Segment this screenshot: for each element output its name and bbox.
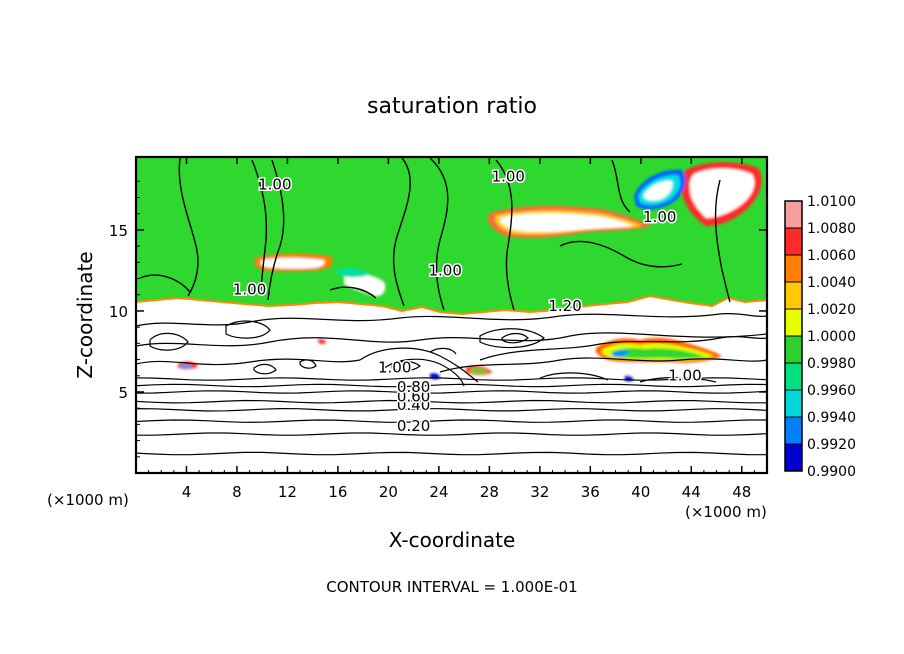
colorbar-swatch <box>785 255 802 282</box>
x-tick-label: 32 <box>530 483 549 501</box>
cloud-layer-fill <box>136 157 767 314</box>
colorbar-label: 0.9900 <box>807 464 856 480</box>
cloud-patches <box>178 162 762 382</box>
contour-interval-note: CONTOUR INTERVAL = 1.000E-01 <box>326 578 577 596</box>
contour-label: 1.00 <box>492 167 525 185</box>
horizontal-contour-line <box>135 377 768 381</box>
colorbar-swatch <box>785 228 802 255</box>
colorbar-label: 1.0080 <box>807 221 856 237</box>
contour-labels: 0.200.400.600.801.001.201.001.001.00 1.00… <box>231 166 703 437</box>
colorbar-swatch <box>785 444 802 471</box>
cloud-contours <box>139 157 731 311</box>
contour-label: 1.00 <box>668 367 701 385</box>
colorbar-label: 1.0060 <box>807 248 856 264</box>
x-tick-label: 20 <box>379 483 398 501</box>
x-tick-label: 44 <box>682 483 701 501</box>
chart-title: saturation ratio <box>367 94 537 119</box>
contour-label: 1.20 <box>548 297 581 315</box>
horizontal-contour-line <box>135 383 768 388</box>
contour-label: 0.20 <box>397 417 430 435</box>
horizontal-contours <box>135 377 768 456</box>
colorbar-label: 1.0040 <box>807 275 856 291</box>
contour-label: 1.00 <box>378 359 411 377</box>
colorbar-label: 0.9940 <box>807 410 856 426</box>
colorbar-label: 1.0100 <box>807 194 856 210</box>
lower-contours <box>135 312 768 387</box>
colorbar-swatch <box>785 336 802 363</box>
x-tick-label: 8 <box>232 483 242 501</box>
colorbar-label: 0.9960 <box>807 383 856 399</box>
horizontal-contour-line <box>135 432 768 436</box>
horizontal-contour-line <box>135 390 768 394</box>
plot-area: 0.200.400.600.801.001.201.001.001.00 1.00… <box>134 155 769 475</box>
colorbar-label: 1.0020 <box>807 302 856 318</box>
colorbar-swatch <box>785 282 802 309</box>
x-tick-label: 40 <box>631 483 650 501</box>
horizontal-contour-line <box>135 419 768 423</box>
contour-label: 1.00 <box>428 261 461 279</box>
y-tick-label: 10 <box>109 303 128 321</box>
x-unit-right: (×1000 m) <box>685 503 767 521</box>
y-tick-label: 15 <box>109 222 128 240</box>
y-axis: 5 10 15 <box>109 180 767 458</box>
colorbar-swatch <box>785 309 802 336</box>
y-tick-label: 5 <box>118 384 128 402</box>
horizontal-contour-line <box>135 407 768 412</box>
y-axis-label: Z-coordinate <box>73 251 97 378</box>
x-unit-left: (×1000 m) <box>47 491 129 509</box>
colorbar-label: 0.9920 <box>807 437 856 453</box>
colorbar-swatch <box>785 201 802 228</box>
x-tick-label: 16 <box>328 483 347 501</box>
colorbar-swatch <box>785 363 802 390</box>
cloud-base-rim <box>135 294 768 316</box>
x-tick-label: 4 <box>182 483 192 501</box>
colorbar-label: 1.0000 <box>807 329 856 345</box>
x-axis-label: X-coordinate <box>389 528 516 552</box>
contour-label: 1.00 <box>258 175 291 193</box>
contour-label: 0.40 <box>397 396 430 414</box>
horizontal-contour-line <box>135 451 768 456</box>
x-tick-label: 12 <box>278 483 297 501</box>
x-tick-label: 24 <box>429 483 448 501</box>
x-tick-label: 48 <box>732 483 751 501</box>
horizontal-contour-line <box>135 399 768 404</box>
colorbar-swatch <box>785 390 802 417</box>
x-axis: 4 8 12 16 20 24 28 32 36 40 44 48 <box>148 157 755 501</box>
contour-label: 0.60 <box>397 388 430 406</box>
x-tick-label: 36 <box>581 483 600 501</box>
colorbar: 1.0100 1.0080 1.0060 1.0040 1.0020 1.0000 0.99… <box>784 194 856 480</box>
colorbar-label: 0.9980 <box>807 356 856 372</box>
colorbar-swatch <box>785 417 802 444</box>
contour-label: 1.00 <box>233 281 266 299</box>
contour-label: 0.80 <box>397 378 430 396</box>
x-tick-label: 28 <box>480 483 499 501</box>
contour-label: 1.00 <box>643 208 676 226</box>
